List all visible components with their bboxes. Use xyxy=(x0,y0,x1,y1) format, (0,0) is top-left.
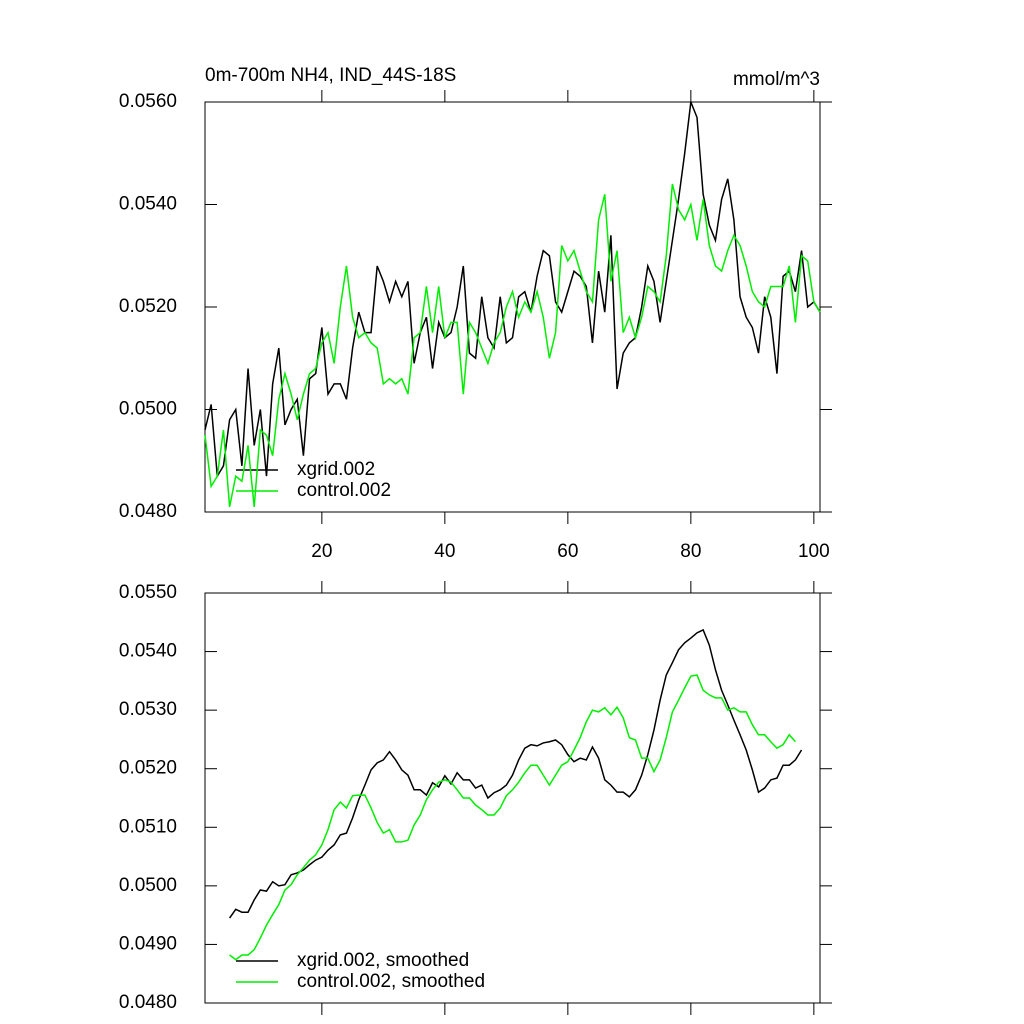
y-tick-label: 0.0510 xyxy=(119,816,177,837)
y-tick-label: 0.0500 xyxy=(119,875,177,896)
legend-label: xgrid.002 xyxy=(297,459,375,480)
plot-frame xyxy=(204,101,821,513)
x-tick-label: 60 xyxy=(557,541,578,562)
y-tick-label: 0.0540 xyxy=(119,641,177,662)
y-tick-label: 0.0540 xyxy=(119,194,177,215)
data-line xyxy=(229,674,796,961)
chart-title: 0m-700m NH4, IND_44S-18S xyxy=(205,65,456,86)
legend-label: control.002 xyxy=(297,480,391,501)
y-tick-label: 0.0520 xyxy=(119,758,177,779)
y-tick-label: 0.0480 xyxy=(119,992,177,1013)
legend-label: control.002, smoothed xyxy=(297,971,485,992)
data-line xyxy=(204,183,821,508)
plot-frame xyxy=(204,592,821,1004)
y-tick-label: 0.0550 xyxy=(119,582,177,603)
data-line xyxy=(204,101,821,479)
y-tick-label: 0.0500 xyxy=(119,399,177,420)
x-tick-label: 20 xyxy=(311,541,332,562)
y-tick-label: 0.0490 xyxy=(119,933,177,954)
y-tick-label: 0.0560 xyxy=(119,91,177,112)
y-tick-label: 0.0530 xyxy=(119,699,177,720)
y-tick-label: 0.0520 xyxy=(119,296,177,317)
data-line xyxy=(228,628,803,919)
x-tick-label: 100 xyxy=(798,541,830,562)
x-tick-label: 80 xyxy=(680,541,701,562)
units-label: mmol/m^3 xyxy=(733,69,820,90)
y-tick-label: 0.0480 xyxy=(119,501,177,522)
x-tick-label: 40 xyxy=(434,541,455,562)
legend-label: xgrid.002, smoothed xyxy=(297,950,469,971)
